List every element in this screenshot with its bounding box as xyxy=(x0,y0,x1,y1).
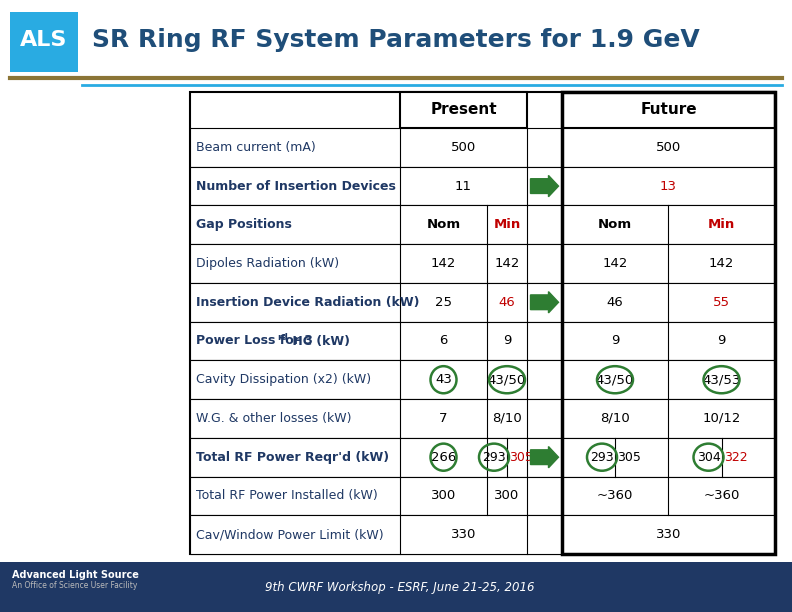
Text: 9: 9 xyxy=(718,335,725,348)
Text: Min: Min xyxy=(708,218,735,231)
Text: 322: 322 xyxy=(724,450,748,464)
Text: 330: 330 xyxy=(656,528,681,541)
Text: Gap Positions: Gap Positions xyxy=(196,218,292,231)
Text: 43/53: 43/53 xyxy=(703,373,741,386)
Text: 46: 46 xyxy=(607,296,623,309)
Text: Nom: Nom xyxy=(598,218,632,231)
Text: An Office of Science User Facility: An Office of Science User Facility xyxy=(12,581,137,589)
Text: 9th CWRF Workshop - ESRF, June 21-25, 2016: 9th CWRF Workshop - ESRF, June 21-25, 20… xyxy=(265,581,535,594)
Text: 142: 142 xyxy=(494,257,520,270)
Text: HC (kW): HC (kW) xyxy=(287,335,350,348)
Bar xyxy=(10,12,78,72)
Bar xyxy=(190,322,775,360)
Text: SR Ring RF System Parameters for 1.9 GeV: SR Ring RF System Parameters for 1.9 GeV xyxy=(92,28,700,52)
Bar xyxy=(190,244,775,283)
Text: Advanced Light Source: Advanced Light Source xyxy=(12,570,139,580)
Text: 43/50: 43/50 xyxy=(488,373,526,386)
Text: 9: 9 xyxy=(503,335,511,348)
Text: 7: 7 xyxy=(440,412,447,425)
Text: ~360: ~360 xyxy=(597,490,633,502)
Text: Future: Future xyxy=(640,102,697,118)
Text: 8/10: 8/10 xyxy=(492,412,522,425)
Text: 305: 305 xyxy=(509,450,533,464)
Bar xyxy=(190,477,775,515)
Text: 55: 55 xyxy=(713,296,730,309)
Text: Total RF Power Reqr'd (kW): Total RF Power Reqr'd (kW) xyxy=(196,450,389,464)
Text: 142: 142 xyxy=(602,257,628,270)
FancyArrow shape xyxy=(531,292,558,313)
Bar xyxy=(190,360,775,399)
Text: Beam current (mA): Beam current (mA) xyxy=(196,141,316,154)
Text: 43/50: 43/50 xyxy=(596,373,634,386)
Text: Present: Present xyxy=(430,102,497,118)
Text: ~360: ~360 xyxy=(703,490,740,502)
Text: Cavity Dissipation (x2) (kW): Cavity Dissipation (x2) (kW) xyxy=(196,373,371,386)
Text: Number of Insertion Devices: Number of Insertion Devices xyxy=(196,179,396,193)
Text: 304: 304 xyxy=(697,450,721,464)
Text: 13: 13 xyxy=(660,179,677,193)
Bar xyxy=(0,562,792,612)
Bar xyxy=(562,92,775,128)
Text: Min: Min xyxy=(493,218,520,231)
Bar xyxy=(190,166,775,206)
Text: 500: 500 xyxy=(451,141,476,154)
Bar xyxy=(190,399,775,438)
Bar xyxy=(400,92,527,128)
Bar xyxy=(190,515,775,554)
Text: 305: 305 xyxy=(617,450,641,464)
Text: 46: 46 xyxy=(499,296,516,309)
Text: ALS: ALS xyxy=(21,30,67,50)
Bar xyxy=(562,92,775,554)
Text: W.G. & other losses (kW): W.G. & other losses (kW) xyxy=(196,412,352,425)
Text: 25: 25 xyxy=(435,296,452,309)
Text: 10/12: 10/12 xyxy=(703,412,741,425)
Bar xyxy=(190,128,775,166)
Bar xyxy=(190,206,775,244)
Text: 293: 293 xyxy=(482,450,506,464)
Text: 293: 293 xyxy=(590,450,614,464)
Text: 142: 142 xyxy=(709,257,734,270)
FancyArrow shape xyxy=(531,176,558,196)
Text: Total RF Power Installed (kW): Total RF Power Installed (kW) xyxy=(196,490,378,502)
Text: 43: 43 xyxy=(435,373,452,386)
Text: 11: 11 xyxy=(455,179,472,193)
Text: 8/10: 8/10 xyxy=(600,412,630,425)
Text: 9: 9 xyxy=(611,335,619,348)
Text: Nom: Nom xyxy=(426,218,461,231)
Text: Power Loss for 3: Power Loss for 3 xyxy=(196,335,313,348)
Text: Dipoles Radiation (kW): Dipoles Radiation (kW) xyxy=(196,257,339,270)
Bar xyxy=(190,438,775,477)
Text: 300: 300 xyxy=(431,490,456,502)
Text: Cav/Window Power Limit (kW): Cav/Window Power Limit (kW) xyxy=(196,528,383,541)
Text: 300: 300 xyxy=(494,490,520,502)
Text: 500: 500 xyxy=(656,141,681,154)
Text: rd: rd xyxy=(276,332,287,341)
Text: 6: 6 xyxy=(440,335,447,348)
Text: 266: 266 xyxy=(431,450,456,464)
FancyArrow shape xyxy=(531,447,558,468)
Text: Insertion Device Radiation (kW): Insertion Device Radiation (kW) xyxy=(196,296,420,309)
Bar xyxy=(190,283,775,322)
Text: 330: 330 xyxy=(451,528,476,541)
Bar xyxy=(190,92,775,554)
Text: 142: 142 xyxy=(431,257,456,270)
